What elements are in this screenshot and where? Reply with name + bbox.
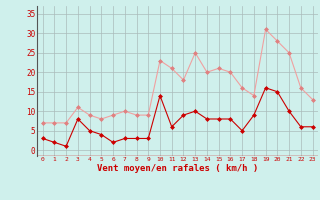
X-axis label: Vent moyen/en rafales ( km/h ): Vent moyen/en rafales ( km/h ) (97, 164, 258, 173)
